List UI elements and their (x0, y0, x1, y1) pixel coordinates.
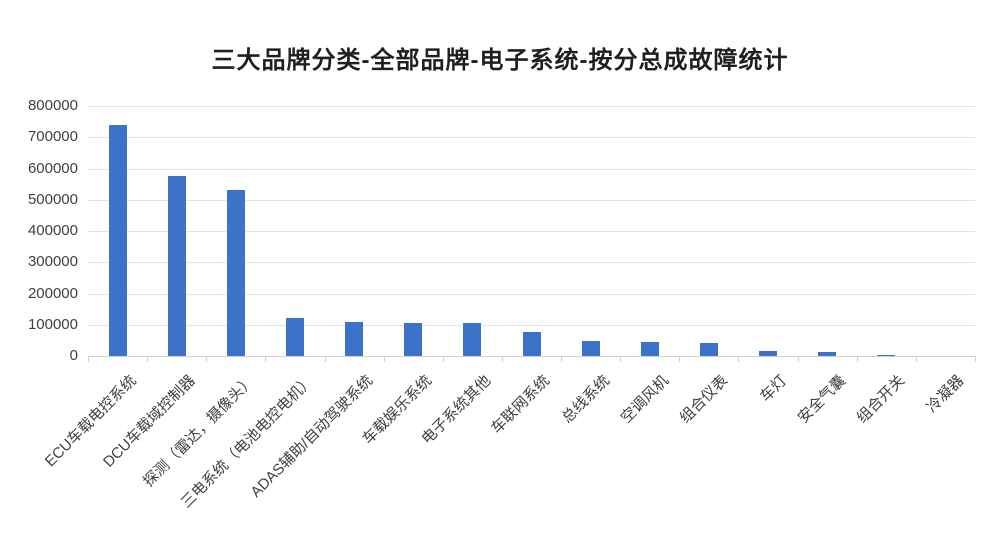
x-axis-label: 安全气囊 (794, 372, 850, 427)
x-axis-label: 车联网系统 (488, 372, 554, 438)
bar-ADAS辅助/自动驾驶系统 (345, 322, 363, 356)
x-axis-label: 组合开关 (853, 372, 909, 427)
x-axis-label: 车灯 (756, 372, 791, 406)
gridline (88, 231, 975, 232)
bar-电子系统其他 (463, 323, 481, 356)
x-axis-tick (88, 356, 89, 362)
bar-安全气囊 (818, 352, 836, 356)
y-axis-label: 500000 (27, 190, 78, 208)
x-axis-tick (561, 356, 562, 362)
gridline (88, 293, 975, 295)
x-axis-tick (798, 356, 799, 362)
bar-车载娱乐系统 (404, 323, 422, 356)
x-axis-tick (502, 356, 503, 362)
bar-空调风机 (641, 342, 659, 356)
plot-area (88, 106, 976, 362)
x-axis-tick (147, 356, 148, 362)
x-axis-tick (206, 356, 207, 362)
y-axis-label: 400000 (27, 222, 78, 239)
x-axis-tick (325, 356, 326, 362)
y-axis-label: 300000 (27, 253, 78, 271)
bar-车灯 (759, 351, 777, 356)
x-axis-tick (975, 356, 976, 362)
x-axis: ECU车载电控系统 DCU车载域控制器 探测（雷达，摄像头） 三电系统（电池电控电机）… (42, 362, 975, 555)
bar-总线系统 (582, 341, 600, 356)
bar-探测（雷达，摄像头） (227, 190, 245, 356)
y-axis-label: 200000 (27, 284, 78, 302)
bar-ECU车载电控系统 (109, 125, 127, 356)
x-axis-label: 总线系统 (558, 372, 613, 427)
x-axis-tick (620, 356, 621, 362)
x-axis-label: 组合仪表 (676, 372, 732, 427)
x-axis-label: 探测（雷达，摄像头） (139, 372, 258, 491)
gridline (88, 262, 975, 264)
y-axis-label: 600000 (27, 159, 78, 177)
x-axis-tick (265, 356, 266, 362)
x-axis-tick (857, 356, 858, 362)
x-axis-tick (679, 356, 680, 362)
bar-车联网系统 (523, 332, 541, 356)
y-axis-label: 100000 (27, 315, 78, 333)
gridline (88, 137, 975, 139)
x-axis-tick (916, 356, 917, 362)
gridline (88, 168, 975, 170)
y-axis-label: 0 (69, 347, 78, 364)
gridline (88, 106, 975, 107)
bar-组合仪表 (700, 343, 718, 356)
bar-DCU车载域控制器 (168, 176, 186, 356)
x-axis-tick (384, 356, 385, 362)
chart-title: 三大品牌分类-全部品牌-电子系统-按分总成故障统计 (211, 47, 789, 74)
gridline (88, 324, 975, 326)
y-axis-label: 800000 (27, 97, 78, 114)
bar-三电系统（电池电控电机） (286, 318, 304, 356)
x-axis-label: 冷凝器 (923, 372, 968, 416)
gridline (88, 199, 975, 201)
y-axis-label: 700000 (27, 128, 78, 146)
x-axis-tick (443, 356, 444, 362)
x-axis-tick (738, 356, 739, 362)
x-axis-label: 空调风机 (617, 372, 672, 427)
bar-组合开关 (877, 355, 895, 356)
